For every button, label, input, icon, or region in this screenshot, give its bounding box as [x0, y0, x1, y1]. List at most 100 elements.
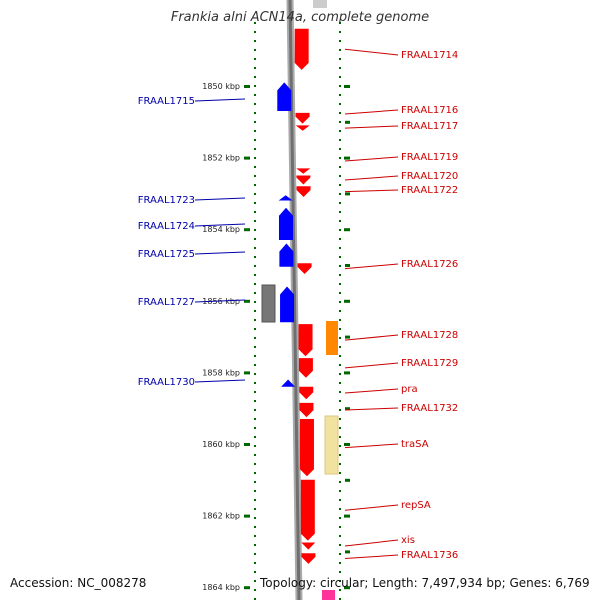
- right-dot-track-dot: [339, 562, 341, 564]
- right-dot-track-dot: [339, 256, 341, 258]
- gene-label[interactable]: FRAAL1722: [401, 185, 458, 196]
- left-dot-track-dot: [254, 454, 256, 456]
- forward-gene-arrow[interactable]: [295, 112, 310, 124]
- forward-gene-arrow[interactable]: [296, 168, 311, 174]
- kbp-minor-tick: [345, 335, 350, 339]
- right-dot-track-dot: [339, 553, 341, 555]
- forward-gene-arrow[interactable]: [296, 186, 311, 197]
- gene-label[interactable]: FRAAL1730: [138, 377, 195, 388]
- right-dot-track-dot: [339, 337, 341, 339]
- right-dot-track-dot: [339, 112, 341, 114]
- accession-text: Accession: NC_008278: [10, 576, 147, 590]
- right-dot-track-dot: [339, 301, 341, 303]
- gene-label-leader: [344, 388, 399, 394]
- reverse-gene-arrow[interactable]: [277, 82, 292, 112]
- right-dot-track-dot: [339, 76, 341, 78]
- gene-label[interactable]: repSA: [401, 500, 431, 511]
- kbp-tick-mark: [344, 371, 350, 375]
- left-dot-track-dot: [254, 508, 256, 510]
- gene-label[interactable]: FRAAL1720: [401, 171, 458, 182]
- left-dot-track-dot: [254, 481, 256, 483]
- left-dot-track-dot: [254, 67, 256, 69]
- gene-label[interactable]: FRAAL1736: [401, 550, 458, 561]
- gene-label[interactable]: FRAAL1726: [401, 259, 458, 270]
- gene-label[interactable]: FRAAL1716: [401, 105, 458, 116]
- kbp-tick-mark: [244, 299, 250, 303]
- forward-gene-arrow[interactable]: [298, 324, 313, 357]
- forward-gene-arrow[interactable]: [299, 402, 314, 418]
- forward-gene-arrow[interactable]: [296, 175, 311, 185]
- gene-label-leader: [344, 407, 399, 411]
- reverse-gene-arrow[interactable]: [280, 286, 295, 323]
- left-dot-track-dot: [254, 499, 256, 501]
- dot-tracks: [254, 22, 341, 600]
- backbone-core: [288, 0, 301, 600]
- gene-label[interactable]: FRAAL1727: [138, 297, 195, 308]
- kbp-tick-mark: [344, 514, 350, 518]
- gene-label[interactable]: xis: [401, 535, 415, 546]
- right-dot-track-dot: [339, 166, 341, 168]
- left-dot-track-dot: [254, 94, 256, 96]
- gene-label[interactable]: FRAAL1725: [138, 249, 195, 260]
- kbp-tick-mark: [344, 85, 350, 88]
- reverse-gene-arrow[interactable]: [279, 243, 294, 267]
- kbp-tick-mark: [344, 443, 350, 446]
- forward-gene-arrow[interactable]: [300, 479, 315, 541]
- kbp-tick-label: 1852 kbp: [202, 154, 240, 163]
- gene-label-leader: [344, 48, 399, 56]
- left-dot-track-dot: [254, 355, 256, 357]
- left-dot-track-dot: [254, 193, 256, 195]
- gene-label[interactable]: FRAAL1724: [138, 221, 195, 232]
- right-dot-track-dot: [339, 58, 341, 60]
- left-dot-track-dot: [254, 229, 256, 231]
- forward-gene-arrow[interactable]: [301, 553, 316, 564]
- forward-gene-arrow[interactable]: [301, 542, 316, 550]
- left-dot-track-dot: [254, 211, 256, 213]
- kbp-tick-mark: [344, 228, 350, 232]
- gene-label[interactable]: FRAAL1732: [401, 403, 458, 414]
- right-dot-track-dot: [339, 508, 341, 510]
- right-dot-track-dot: [339, 418, 341, 420]
- gene-label[interactable]: FRAAL1717: [401, 121, 458, 132]
- forward-gene-arrow[interactable]: [298, 358, 313, 378]
- kbp-tick-mark: [344, 586, 350, 590]
- reverse-gene-arrow[interactable]: [281, 379, 296, 387]
- gene-label[interactable]: FRAAL1719: [401, 152, 458, 163]
- right-dot-track-dot: [339, 40, 341, 42]
- gene-label[interactable]: FRAAL1715: [138, 96, 195, 107]
- gene-label[interactable]: FRAAL1729: [401, 358, 458, 369]
- gene-label[interactable]: FRAAL1728: [401, 330, 458, 341]
- right-dot-track-dot: [339, 589, 341, 591]
- right-dot-track-dot: [339, 202, 341, 204]
- kbp-tick-mark: [244, 586, 250, 590]
- gene-label[interactable]: pra: [401, 384, 418, 395]
- forward-gene-arrow[interactable]: [299, 418, 314, 477]
- right-dot-track-dot: [339, 391, 341, 393]
- gene-label[interactable]: FRAAL1723: [138, 195, 195, 206]
- reverse-gene-arrow[interactable]: [278, 207, 293, 240]
- right-dot-track-dot: [339, 274, 341, 276]
- left-dot-track-dot: [254, 130, 256, 132]
- left-dot-track-dot: [254, 490, 256, 492]
- left-dot-track-dot: [254, 400, 256, 402]
- right-dot-track-dot: [339, 580, 341, 582]
- forward-gene-arrow[interactable]: [299, 386, 314, 400]
- map-title: Frankia alni ACN14a, complete genome: [170, 10, 430, 25]
- left-dot-track-dot: [254, 445, 256, 447]
- forward-gene-arrow[interactable]: [295, 125, 310, 131]
- forward-gene-arrow[interactable]: [294, 28, 309, 70]
- right-dot-track-dot: [339, 103, 341, 105]
- left-dot-track-dot: [254, 175, 256, 177]
- left-dot-track-dot: [254, 76, 256, 78]
- right-dot-track-dot: [339, 454, 341, 456]
- left-dot-track-dot: [254, 58, 256, 60]
- forward-gene-arrow[interactable]: [297, 263, 312, 274]
- left-dot-track-dot: [254, 328, 256, 330]
- right-dot-track-dot: [339, 184, 341, 186]
- gene-label[interactable]: FRAAL1714: [401, 50, 458, 61]
- right-dot-track-dot: [339, 490, 341, 492]
- gene-label[interactable]: traSA: [401, 439, 429, 450]
- reverse-gene-arrow[interactable]: [278, 195, 293, 201]
- left-dot-track-dot: [254, 535, 256, 537]
- left-dot-track-dot: [254, 148, 256, 150]
